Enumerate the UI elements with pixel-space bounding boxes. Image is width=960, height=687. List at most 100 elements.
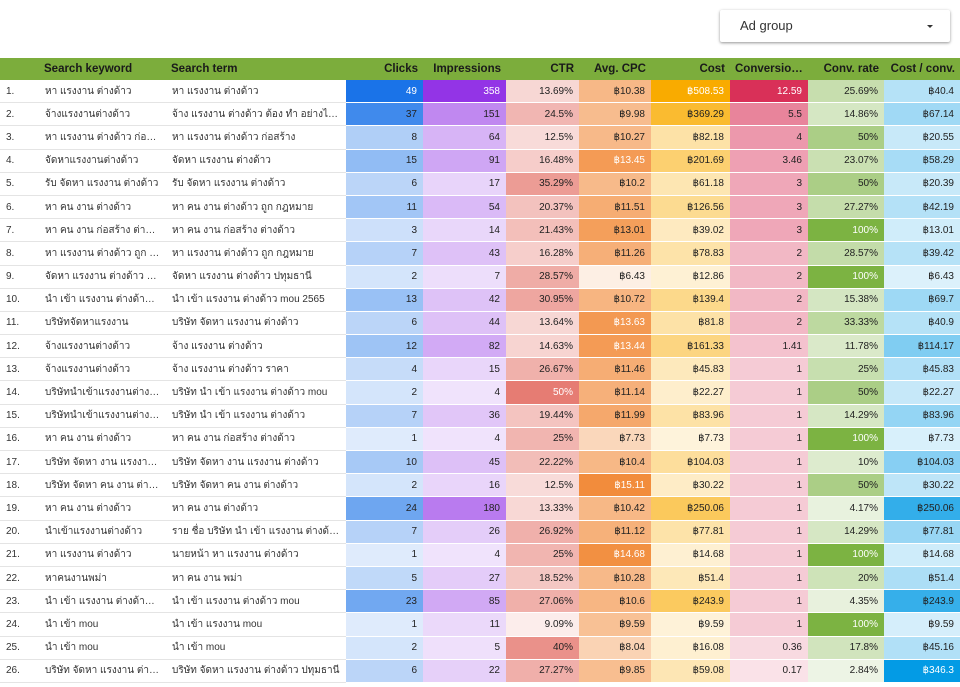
row-index: 3. (0, 125, 39, 150)
row-index: 20. (0, 520, 39, 544)
cost-cell: ฿83.96 (651, 404, 730, 428)
column-header-search-keyword[interactable]: Search keyword (39, 58, 166, 80)
table-row[interactable]: 7. หา คน งาน ก่อสร้าง ต่างด้าว หา คน งาน ก… (0, 218, 960, 243)
impressions-cell: 17 (423, 172, 506, 196)
avg-cpc-cell: ฿14.68 (579, 543, 651, 567)
avg-cpc-cell: ฿10.72 (579, 288, 651, 312)
table-row[interactable]: 24. นํา เข้า mou นํา เข้า แรงงาน mou 1 11 9.0… (0, 612, 960, 637)
impressions-cell: 5 (423, 636, 506, 660)
search-keyword-cell: นําเข้าแรงงานต่างด้าว (39, 520, 166, 544)
conversions-cell: 1 (730, 357, 808, 382)
clicks-cell: 5 (346, 566, 423, 591)
conversions-cell: 3.46 (730, 149, 808, 173)
impressions-cell: 54 (423, 195, 506, 220)
ctr-cell: 12.5% (506, 473, 579, 498)
cost-cell: ฿77.81 (651, 520, 730, 544)
column-header-cost[interactable]: Cost (651, 58, 730, 80)
cost-per-conv-cell: ฿13.01 (884, 218, 960, 243)
cost-per-conv-cell: ฿51.4 (884, 566, 960, 591)
column-header-ctr[interactable]: CTR (506, 58, 579, 80)
row-index: 15. (0, 404, 39, 428)
table-row[interactable]: 8. หา แรงงาน ต่างด้าว ถูก กฎ... หา แรงงาน … (0, 241, 960, 266)
table-row[interactable]: 1. หา แรงงาน ต่างด้าว หา แรงงาน ต่างด้าว 49… (0, 80, 960, 104)
table-row[interactable]: 10. นํา เข้า แรงงาน ต่างด้าว mou นํา เข้า … (0, 288, 960, 312)
column-header-impressions[interactable]: Impressions (423, 58, 506, 80)
conv-rate-cell: 14.86% (808, 102, 884, 127)
table-row[interactable]: 12. จ้างแรงงานต่างด้าว จ้าง แรงงาน ต่างด้า… (0, 334, 960, 359)
table-row[interactable]: 5. รับ จัดหา แรงงาน ต่างด้าว รับ จัดหา แรง… (0, 172, 960, 196)
table-row[interactable]: 4. จัดหาแรงงานต่างด้าว จัดหา แรงงาน ต่างด้… (0, 149, 960, 173)
conversions-cell: 2 (730, 311, 808, 336)
cost-per-conv-cell: ฿39.42 (884, 241, 960, 266)
table-row[interactable]: 9. จัดหา แรงงาน ต่างด้าว ปทุ... จัดหา แรงง… (0, 265, 960, 289)
cost-cell: ฿139.4 (651, 288, 730, 312)
impressions-cell: 4 (423, 427, 506, 452)
table-row[interactable]: 11. บริษัทจัดหาแรงงาน บริษัท จัดหา แรงงาน … (0, 311, 960, 336)
table-row[interactable]: 6. หา คน งาน ต่างด้าว หา คน งาน ต่างด้าว ถ… (0, 195, 960, 220)
row-index: 16. (0, 427, 39, 452)
search-term-cell: หา คน งาน ก่อสร้าง ต่างด้าว (166, 218, 346, 243)
clicks-cell: 2 (346, 265, 423, 289)
avg-cpc-cell: ฿9.85 (579, 659, 651, 683)
table-row[interactable]: 17. บริษัท จัดหา งาน แรงงาน ต่... บริษัท จ… (0, 450, 960, 475)
conv-rate-cell: 27.27% (808, 195, 884, 220)
column-header-conversions[interactable]: Conversion... (730, 58, 808, 80)
row-index: 5. (0, 172, 39, 196)
table-row[interactable]: 22. หาคนงานพม่า หา คน งาน พม่า 5 27 18.52% ฿10… (0, 566, 960, 591)
search-keyword-cell: หาคนงานพม่า (39, 566, 166, 591)
clicks-cell: 8 (346, 125, 423, 150)
cost-per-conv-cell: ฿58.29 (884, 149, 960, 173)
clicks-cell: 1 (346, 612, 423, 637)
cost-per-conv-cell: ฿83.96 (884, 404, 960, 428)
table-row[interactable]: 21. หา แรงงาน ต่างด้าว นายหน้า หา แรงงาน ต… (0, 543, 960, 567)
ctr-cell: 13.69% (506, 80, 579, 104)
column-header-cost-per-conv[interactable]: Cost / conv. (884, 58, 960, 80)
cost-per-conv-cell: ฿67.14 (884, 102, 960, 127)
table-row[interactable]: 13. จ้างแรงงานต่างด้าว จ้าง แรงงาน ต่างด้า… (0, 357, 960, 382)
table-row[interactable]: 23. นํา เข้า แรงงาน ต่างด้าว mou นํา เข้า … (0, 589, 960, 614)
conversions-cell: 3 (730, 172, 808, 196)
column-header-search-term[interactable]: Search term (166, 58, 346, 80)
conv-rate-cell: 50% (808, 473, 884, 498)
impressions-cell: 16 (423, 473, 506, 498)
column-header-avg-cpc[interactable]: Avg. CPC (579, 58, 651, 80)
ad-group-dropdown[interactable]: Ad group (720, 10, 950, 42)
ctr-cell: 21.43% (506, 218, 579, 243)
clicks-cell: 2 (346, 380, 423, 405)
table-row[interactable]: 3. หา แรงงาน ต่างด้าว ก่อสร้าง หา แรงงาน ต… (0, 125, 960, 150)
conversions-cell: 1 (730, 450, 808, 475)
cost-cell: ฿104.03 (651, 450, 730, 475)
ad-group-dropdown-label: Ad group (740, 18, 793, 33)
avg-cpc-cell: ฿11.99 (579, 404, 651, 428)
table-row[interactable]: 26. บริษัท จัดหา แรงงาน ต่างด้... บริษัท จ… (0, 659, 960, 683)
table-row[interactable]: 15. บริษัทนําเข้าแรงงานต่างด้าว บริษัท นํา… (0, 404, 960, 428)
table-row[interactable]: 18. บริษัท จัดหา คน งาน ต่างด้าว บริษัท จั… (0, 473, 960, 498)
table-row[interactable]: 16. หา คน งาน ต่างด้าว หา คน งาน ก่อสร้าง … (0, 427, 960, 452)
impressions-cell: 43 (423, 241, 506, 266)
table-row[interactable]: 25. นํา เข้า mou นํา เข้า mou 2 5 40% ฿8.04 ฿16… (0, 636, 960, 660)
impressions-cell: 26 (423, 520, 506, 544)
conv-rate-cell: 25% (808, 357, 884, 382)
cost-per-conv-cell: ฿40.4 (884, 80, 960, 104)
search-term-cell: นายหน้า หา แรงงาน ต่างด้าว (166, 543, 346, 567)
impressions-cell: 27 (423, 566, 506, 591)
search-keyword-cell: หา แรงงาน ต่างด้าว (39, 543, 166, 567)
avg-cpc-cell: ฿11.14 (579, 380, 651, 405)
cost-per-conv-cell: ฿30.22 (884, 473, 960, 498)
column-header-clicks[interactable]: Clicks (346, 58, 423, 80)
cost-cell: ฿30.22 (651, 473, 730, 498)
table-row[interactable]: 14. บริษัทนําเข้าแรงงานต่างด้าว บริษัท นํา… (0, 380, 960, 405)
table-row[interactable]: 2. จ้างแรงงานต่างด้าว จ้าง แรงงาน ต่างด้าว… (0, 102, 960, 127)
conversions-cell: 2 (730, 265, 808, 289)
conversions-cell: 2 (730, 288, 808, 312)
search-term-cell: หา แรงงาน ต่างด้าว ถูก กฎหมาย (166, 241, 346, 266)
cost-cell: ฿78.83 (651, 241, 730, 266)
column-header-conv-rate[interactable]: Conv. rate (808, 58, 884, 80)
table-row[interactable]: 19. หา คน งาน ต่างด้าว หา คน งาน ต่างด้าว 2… (0, 496, 960, 521)
cost-cell: ฿22.27 (651, 380, 730, 405)
impressions-cell: 7 (423, 265, 506, 289)
table-row[interactable]: 20. นําเข้าแรงงานต่างด้าว ราย ชื่อ บริษัท … (0, 520, 960, 544)
conv-rate-cell: 4.35% (808, 589, 884, 614)
avg-cpc-cell: ฿11.26 (579, 241, 651, 266)
conv-rate-cell: 10% (808, 450, 884, 475)
